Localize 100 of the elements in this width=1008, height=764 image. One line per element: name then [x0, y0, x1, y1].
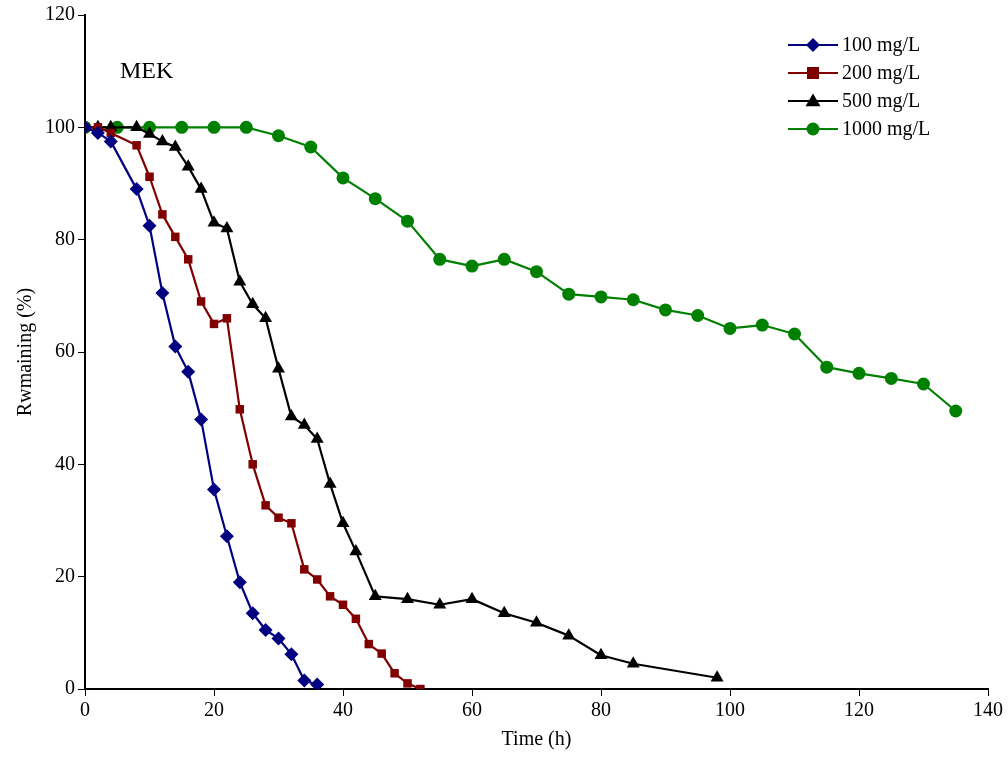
x-tick-label: 140 [973, 698, 1003, 721]
point [710, 670, 724, 682]
point [142, 218, 157, 233]
point [220, 220, 234, 233]
point [246, 296, 260, 309]
point [377, 649, 386, 658]
point [917, 377, 930, 391]
y-tick-label: 0 [65, 676, 75, 699]
x-tick-label: 40 [333, 698, 353, 721]
point [530, 615, 543, 627]
x-tick-label: 0 [80, 698, 90, 721]
y-tick-label: 100 [45, 114, 75, 137]
point [181, 364, 196, 379]
point [261, 501, 270, 510]
point [232, 575, 247, 590]
point [403, 679, 412, 688]
point [274, 513, 283, 522]
point [103, 134, 118, 149]
point [168, 139, 182, 151]
point [245, 606, 260, 621]
point [194, 181, 208, 193]
point [175, 120, 189, 134]
point [171, 232, 180, 242]
point [723, 321, 737, 335]
x-tick-label: 100 [715, 698, 745, 721]
y-tick-label: 80 [55, 226, 75, 249]
point [325, 592, 335, 601]
point [155, 133, 169, 146]
point [300, 565, 309, 574]
point [349, 543, 363, 556]
point [183, 255, 193, 264]
point [433, 597, 447, 609]
point [562, 628, 576, 640]
point [207, 215, 221, 227]
point [465, 259, 479, 273]
point [304, 140, 318, 154]
point [310, 431, 324, 443]
point [323, 476, 337, 488]
point [390, 669, 399, 678]
point [401, 591, 414, 603]
point [181, 159, 195, 171]
point [562, 287, 576, 301]
point [155, 286, 170, 301]
point [626, 293, 640, 307]
point [433, 252, 447, 266]
point [497, 605, 511, 617]
point [90, 125, 105, 140]
point [368, 588, 382, 601]
point [336, 171, 350, 185]
point [235, 405, 245, 414]
y-tick-label: 40 [55, 451, 75, 474]
point [207, 482, 221, 497]
point [145, 172, 154, 181]
point [401, 214, 414, 228]
point [132, 141, 141, 150]
point [465, 591, 479, 603]
point [852, 366, 866, 380]
point [222, 314, 232, 323]
x-axis-title: Time (h) [501, 727, 572, 751]
legend-label: 500 mg/L [842, 89, 921, 113]
x-tick-label: 80 [591, 698, 611, 721]
legend-label: 200 mg/L [842, 61, 921, 85]
legend-label: 100 mg/L [842, 33, 921, 57]
point [284, 647, 299, 662]
point [755, 318, 769, 332]
point [312, 575, 322, 584]
point [259, 310, 273, 323]
point [196, 297, 206, 306]
point [594, 647, 608, 660]
point [248, 460, 257, 469]
point [336, 515, 350, 528]
point [130, 119, 144, 132]
point [297, 673, 312, 688]
point [659, 303, 672, 317]
point [530, 265, 543, 279]
point [594, 290, 608, 304]
point [194, 412, 209, 427]
point [129, 182, 144, 197]
point [258, 623, 273, 638]
point [219, 529, 234, 544]
point [788, 327, 801, 341]
point [271, 631, 286, 646]
point [207, 120, 221, 134]
point [310, 677, 325, 689]
point [884, 371, 898, 385]
point [626, 656, 640, 668]
point [949, 404, 963, 418]
point [233, 274, 247, 286]
point [272, 129, 285, 143]
point [158, 210, 167, 219]
x-tick-label: 120 [844, 698, 874, 721]
x-tick-label: 20 [204, 698, 224, 721]
point [143, 126, 156, 138]
y-tick-label: 60 [55, 339, 75, 362]
point [284, 409, 298, 421]
point [168, 339, 183, 354]
point [497, 252, 511, 266]
point [239, 120, 253, 134]
point [287, 519, 296, 528]
y-tick-label: 120 [45, 2, 75, 25]
